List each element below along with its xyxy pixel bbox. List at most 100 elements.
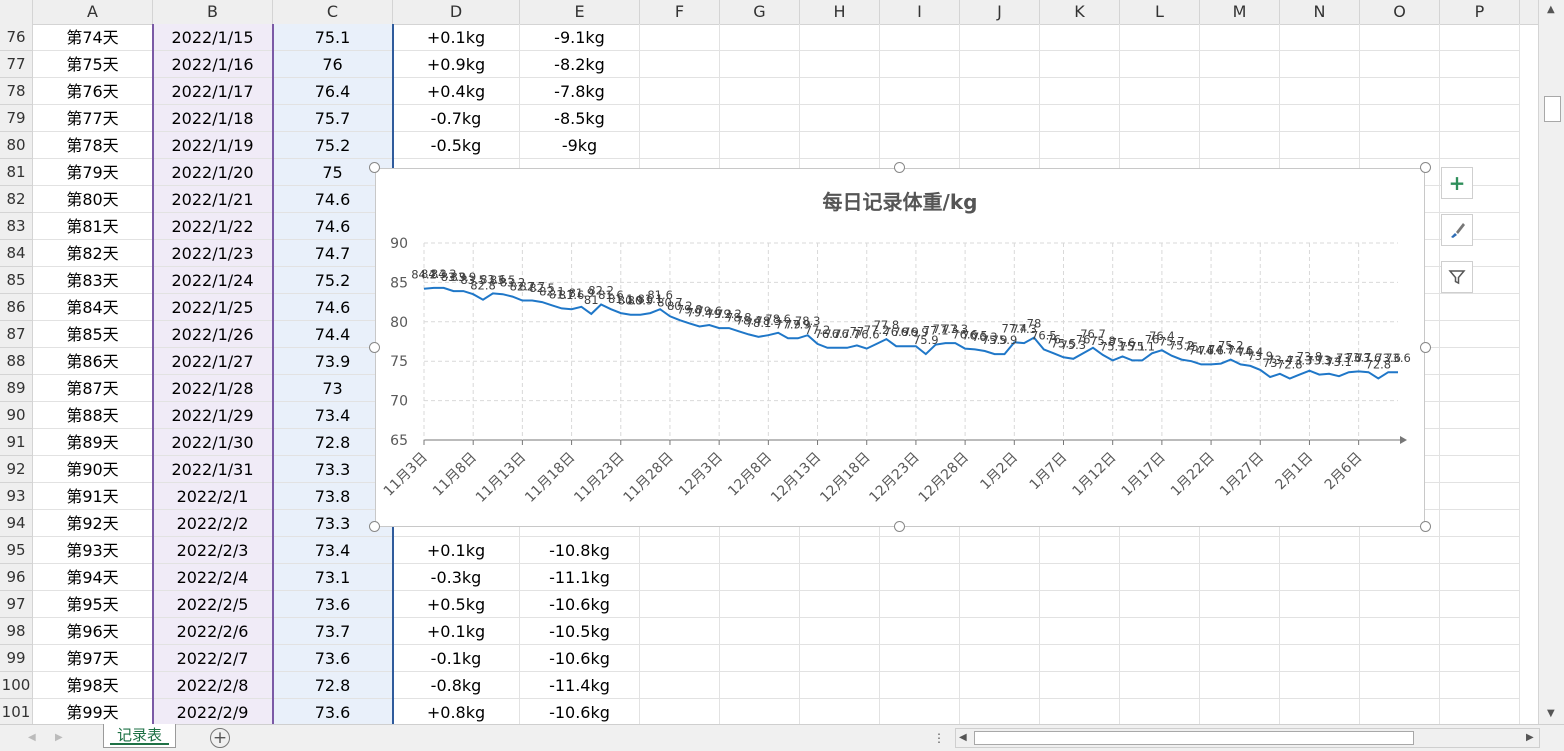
empty-cell[interactable] [1360,537,1440,564]
column-header-g[interactable]: G [720,0,800,24]
empty-cell[interactable] [800,591,880,618]
cell-a[interactable]: 第95天 [33,591,153,618]
chart-resize-handle[interactable] [1420,521,1431,532]
cell-b[interactable]: 2022/1/20 [153,159,273,186]
cell-b[interactable]: 2022/1/28 [153,375,273,402]
cell-d[interactable]: -0.1kg [393,645,520,672]
cell-c[interactable]: 75.1 [273,24,393,51]
scroll-down-icon[interactable]: ▼ [1547,708,1555,719]
cell-a[interactable]: 第88天 [33,402,153,429]
empty-cell[interactable] [1040,105,1120,132]
empty-cell[interactable] [800,78,880,105]
cell-c[interactable]: 73.3 [273,456,393,483]
empty-cell[interactable] [1440,186,1520,213]
empty-cell[interactable] [1120,78,1200,105]
empty-cell[interactable] [880,672,960,699]
cell-e[interactable]: -8.5kg [520,105,640,132]
column-header-f[interactable]: F [640,0,720,24]
empty-cell[interactable] [880,699,960,724]
empty-cell[interactable] [1040,699,1120,724]
column-header-k[interactable]: K [1040,0,1120,24]
empty-cell[interactable] [800,537,880,564]
chart-resize-handle[interactable] [1420,162,1431,173]
cell-c[interactable]: 72.8 [273,429,393,456]
cell-e[interactable]: -11.1kg [520,564,640,591]
empty-cell[interactable] [1360,645,1440,672]
empty-cell[interactable] [1120,591,1200,618]
empty-cell[interactable] [880,564,960,591]
row-header[interactable]: 85 [0,267,33,294]
empty-cell[interactable] [640,51,720,78]
cell-c[interactable]: 76 [273,51,393,78]
cell-d[interactable]: +0.8kg [393,699,520,724]
column-header-o[interactable]: O [1360,0,1440,24]
empty-cell[interactable] [1440,375,1520,402]
cell-b[interactable]: 2022/1/27 [153,348,273,375]
cell-a[interactable]: 第83天 [33,267,153,294]
cell-b[interactable]: 2022/1/19 [153,132,273,159]
cell-b[interactable]: 2022/1/23 [153,240,273,267]
column-header-m[interactable]: M [1200,0,1280,24]
row-header[interactable]: 89 [0,375,33,402]
empty-cell[interactable] [1040,645,1120,672]
row-header[interactable]: 78 [0,78,33,105]
empty-cell[interactable] [1360,510,1440,537]
empty-cell[interactable] [640,672,720,699]
cell-a[interactable]: 第86天 [33,348,153,375]
empty-cell[interactable] [960,564,1040,591]
row-header[interactable]: 87 [0,321,33,348]
empty-cell[interactable] [1360,24,1440,51]
empty-cell[interactable] [960,672,1040,699]
empty-cell[interactable] [1440,213,1520,240]
column-header-p[interactable]: P [1440,0,1520,24]
cell-e[interactable]: -10.6kg [520,645,640,672]
cell-b[interactable]: 2022/2/9 [153,699,273,724]
cell-a[interactable]: 第79天 [33,159,153,186]
cell-a[interactable]: 第84天 [33,294,153,321]
row-header[interactable]: 83 [0,213,33,240]
cell-b[interactable]: 2022/1/18 [153,105,273,132]
cell-b[interactable]: 2022/2/6 [153,618,273,645]
empty-cell[interactable] [960,699,1040,724]
row-header[interactable]: 82 [0,186,33,213]
cell-b[interactable]: 2022/1/31 [153,456,273,483]
empty-cell[interactable] [640,78,720,105]
empty-cell[interactable] [960,24,1040,51]
empty-cell[interactable] [800,618,880,645]
chart-resize-handle[interactable] [1420,342,1431,353]
cell-a[interactable]: 第87天 [33,375,153,402]
more-options-icon[interactable]: ⋮ [933,731,945,745]
empty-cell[interactable] [1360,105,1440,132]
cell-d[interactable]: +0.4kg [393,78,520,105]
empty-cell[interactable] [1040,618,1120,645]
cell-d[interactable]: +0.1kg [393,618,520,645]
empty-cell[interactable] [880,132,960,159]
cell-c[interactable]: 75.7 [273,105,393,132]
empty-cell[interactable] [1440,564,1520,591]
cell-a[interactable]: 第75天 [33,51,153,78]
empty-cell[interactable] [720,24,800,51]
empty-cell[interactable] [960,537,1040,564]
empty-cell[interactable] [1280,78,1360,105]
cell-e[interactable]: -10.6kg [520,699,640,724]
empty-cell[interactable] [880,78,960,105]
empty-cell[interactable] [880,24,960,51]
empty-cell[interactable] [1440,591,1520,618]
row-header[interactable]: 91 [0,429,33,456]
empty-cell[interactable] [800,24,880,51]
cell-e[interactable]: -9kg [520,132,640,159]
empty-cell[interactable] [1360,564,1440,591]
empty-cell[interactable] [1440,105,1520,132]
row-header[interactable]: 77 [0,51,33,78]
empty-cell[interactable] [1440,348,1520,375]
empty-cell[interactable] [1440,78,1520,105]
row-header[interactable]: 79 [0,105,33,132]
empty-cell[interactable] [800,132,880,159]
empty-cell[interactable] [1440,294,1520,321]
empty-cell[interactable] [880,51,960,78]
cell-b[interactable]: 2022/1/16 [153,51,273,78]
empty-cell[interactable] [880,105,960,132]
empty-cell[interactable] [720,672,800,699]
horizontal-scrollbar[interactable]: ◀ ▶ [955,728,1540,748]
column-header-l[interactable]: L [1120,0,1200,24]
